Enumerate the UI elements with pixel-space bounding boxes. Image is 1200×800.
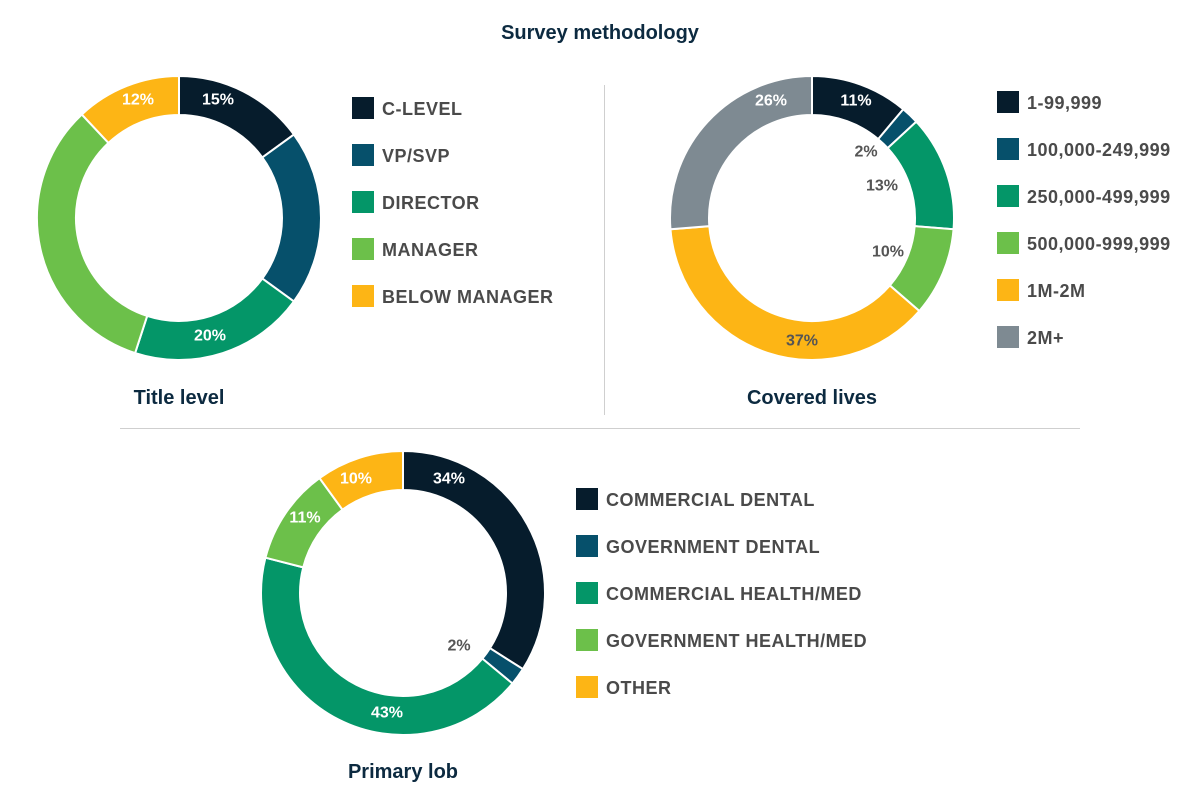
primary-lob-chart-title: Primary lob <box>348 761 458 783</box>
title-level-slice-director <box>133 277 296 361</box>
covered-lives-data-label: 10% <box>872 244 904 261</box>
title-level-data-label: 20% <box>242 218 274 235</box>
title-level-legend-label: BELOW MANAGER <box>382 287 554 307</box>
primary-lob-slice-commercial-health-med <box>260 556 514 736</box>
title-level-legend-swatch <box>352 285 374 307</box>
covered-lives-legend-label: 1M-2M <box>1027 281 1086 301</box>
covered-lives-legend-label: 500,000-999,999 <box>1027 234 1171 254</box>
covered-lives-data-label: 11% <box>840 93 871 110</box>
title-level-donut: 15% 20% 20% 33% 12% <box>36 74 322 361</box>
title-level-data-label: 15% <box>202 92 234 109</box>
primary-lob-data-label: 43% <box>371 705 403 722</box>
primary-lob-data-label: 11% <box>289 510 320 527</box>
primary-lob-legend-swatch <box>576 582 598 604</box>
primary-lob-legend-swatch <box>576 629 598 651</box>
title-level-data-label: 33% <box>86 218 118 235</box>
vertical-divider <box>604 85 605 415</box>
primary-lob-donut: 34% 2% 43% 11% 10% <box>260 449 546 736</box>
covered-lives-legend-label: 250,000-499,999 <box>1027 187 1171 207</box>
primary-lob-legend-label: COMMERCIAL HEALTH/MED <box>606 584 862 604</box>
covered-lives-legend-swatch <box>997 91 1019 113</box>
primary-lob-legend-swatch <box>576 535 598 557</box>
covered-lives-slice-2m <box>669 74 813 231</box>
title-level-legend-label: DIRECTOR <box>382 193 480 213</box>
chart-main-title: Survey methodology <box>501 22 699 44</box>
primary-lob-legend-swatch <box>576 488 598 510</box>
primary-lob-legend-label: COMMERCIAL DENTAL <box>606 490 815 510</box>
covered-lives-donut: 11% 2% 13% 10% 37% 26% <box>669 74 955 361</box>
primary-lob-legend-label: GOVERNMENT DENTAL <box>606 537 820 557</box>
primary-lob-data-label: 34% <box>433 471 465 488</box>
covered-lives-legend-swatch <box>997 232 1019 254</box>
covered-lives-legend-swatch <box>997 326 1019 348</box>
title-level-legend-swatch <box>352 191 374 213</box>
covered-lives-legend-label: 2M+ <box>1027 328 1064 348</box>
covered-lives-legend-swatch <box>997 185 1019 207</box>
title-level-legend-swatch <box>352 144 374 166</box>
title-level-legend-swatch <box>352 97 374 119</box>
covered-lives-data-label: 2% <box>854 144 877 161</box>
covered-lives-slice-1m-2m <box>669 225 921 361</box>
primary-lob-legend-label: OTHER <box>606 678 672 698</box>
primary-lob-data-label: 2% <box>447 638 470 655</box>
title-level-slice-below-manager <box>80 74 180 145</box>
title-level-legend-swatch <box>352 238 374 260</box>
title-level-slice-c-level <box>178 74 296 159</box>
title-level-legend-label: C-LEVEL <box>382 99 463 119</box>
title-level-legend-label: MANAGER <box>382 240 479 260</box>
title-level-legend-label: VP/SVP <box>382 146 450 166</box>
primary-lob-slice-commercial-dental <box>402 449 546 671</box>
title-level-chart-title: Title level <box>134 387 225 409</box>
covered-lives-data-label: 13% <box>866 178 898 195</box>
title-level-data-label: 20% <box>194 328 226 345</box>
covered-lives-data-label: 26% <box>755 93 787 110</box>
covered-lives-legend-swatch <box>997 138 1019 160</box>
covered-lives-slice-250-000-499-999 <box>886 120 955 231</box>
primary-lob-legend-label: GOVERNMENT HEALTH/MED <box>606 631 867 651</box>
covered-lives-legend-label: 1-99,999 <box>1027 93 1102 113</box>
primary-lob-legend-swatch <box>576 676 598 698</box>
covered-lives-data-label: 37% <box>786 333 818 350</box>
horizontal-divider <box>120 428 1080 429</box>
covered-lives-chart-title: Covered lives <box>747 387 877 409</box>
covered-lives-legend-swatch <box>997 279 1019 301</box>
primary-lob-data-label: 10% <box>340 471 372 488</box>
primary-lob-slice-other <box>318 449 404 512</box>
title-level-data-label: 12% <box>122 92 154 109</box>
covered-lives-legend-label: 100,000-249,999 <box>1027 140 1171 160</box>
